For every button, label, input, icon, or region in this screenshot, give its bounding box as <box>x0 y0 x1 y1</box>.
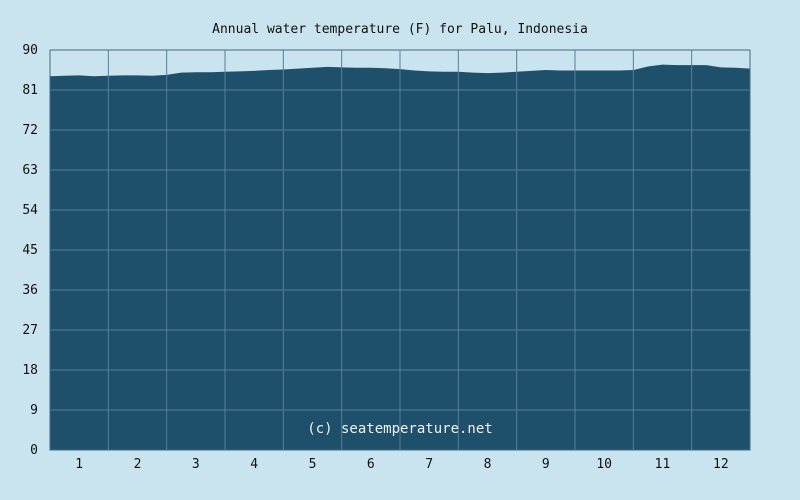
plot-frame <box>49 49 751 451</box>
y-tick-label: 45 <box>22 243 38 258</box>
x-tick-label: 9 <box>542 457 550 472</box>
credit-annotation: (c) seatemperature.net <box>307 421 492 437</box>
x-axis: 1 2 3 4 5 6 7 8 9 10 11 12 <box>75 457 728 472</box>
plot-area <box>49 49 751 451</box>
x-tick-label: 7 <box>425 457 433 472</box>
y-tick-label: 27 <box>22 323 38 338</box>
gridlines <box>50 50 750 450</box>
y-tick-label: 9 <box>30 403 38 418</box>
y-tick-label: 90 <box>22 43 38 58</box>
y-tick-label: 36 <box>22 283 38 298</box>
x-tick-label: 11 <box>655 457 671 472</box>
x-tick-label: 6 <box>367 457 375 472</box>
chart-title: Annual water temperature (F) for Palu, I… <box>212 22 588 37</box>
x-tick-label: 3 <box>192 457 200 472</box>
x-tick-label: 12 <box>713 457 729 472</box>
x-tick-label: 8 <box>484 457 492 472</box>
y-tick-label: 72 <box>22 123 38 138</box>
y-axis: 0 9 18 27 36 45 54 63 72 81 90 <box>22 43 38 458</box>
y-tick-label: 81 <box>22 83 38 98</box>
y-tick-label: 18 <box>22 363 38 378</box>
y-tick-label: 54 <box>22 203 38 218</box>
x-tick-label: 4 <box>250 457 258 472</box>
y-tick-label: 0 <box>30 443 38 458</box>
x-tick-label: 1 <box>75 457 83 472</box>
x-tick-label: 5 <box>309 457 317 472</box>
x-tick-label: 2 <box>134 457 142 472</box>
y-tick-label: 63 <box>22 163 38 178</box>
x-tick-label: 10 <box>596 457 612 472</box>
